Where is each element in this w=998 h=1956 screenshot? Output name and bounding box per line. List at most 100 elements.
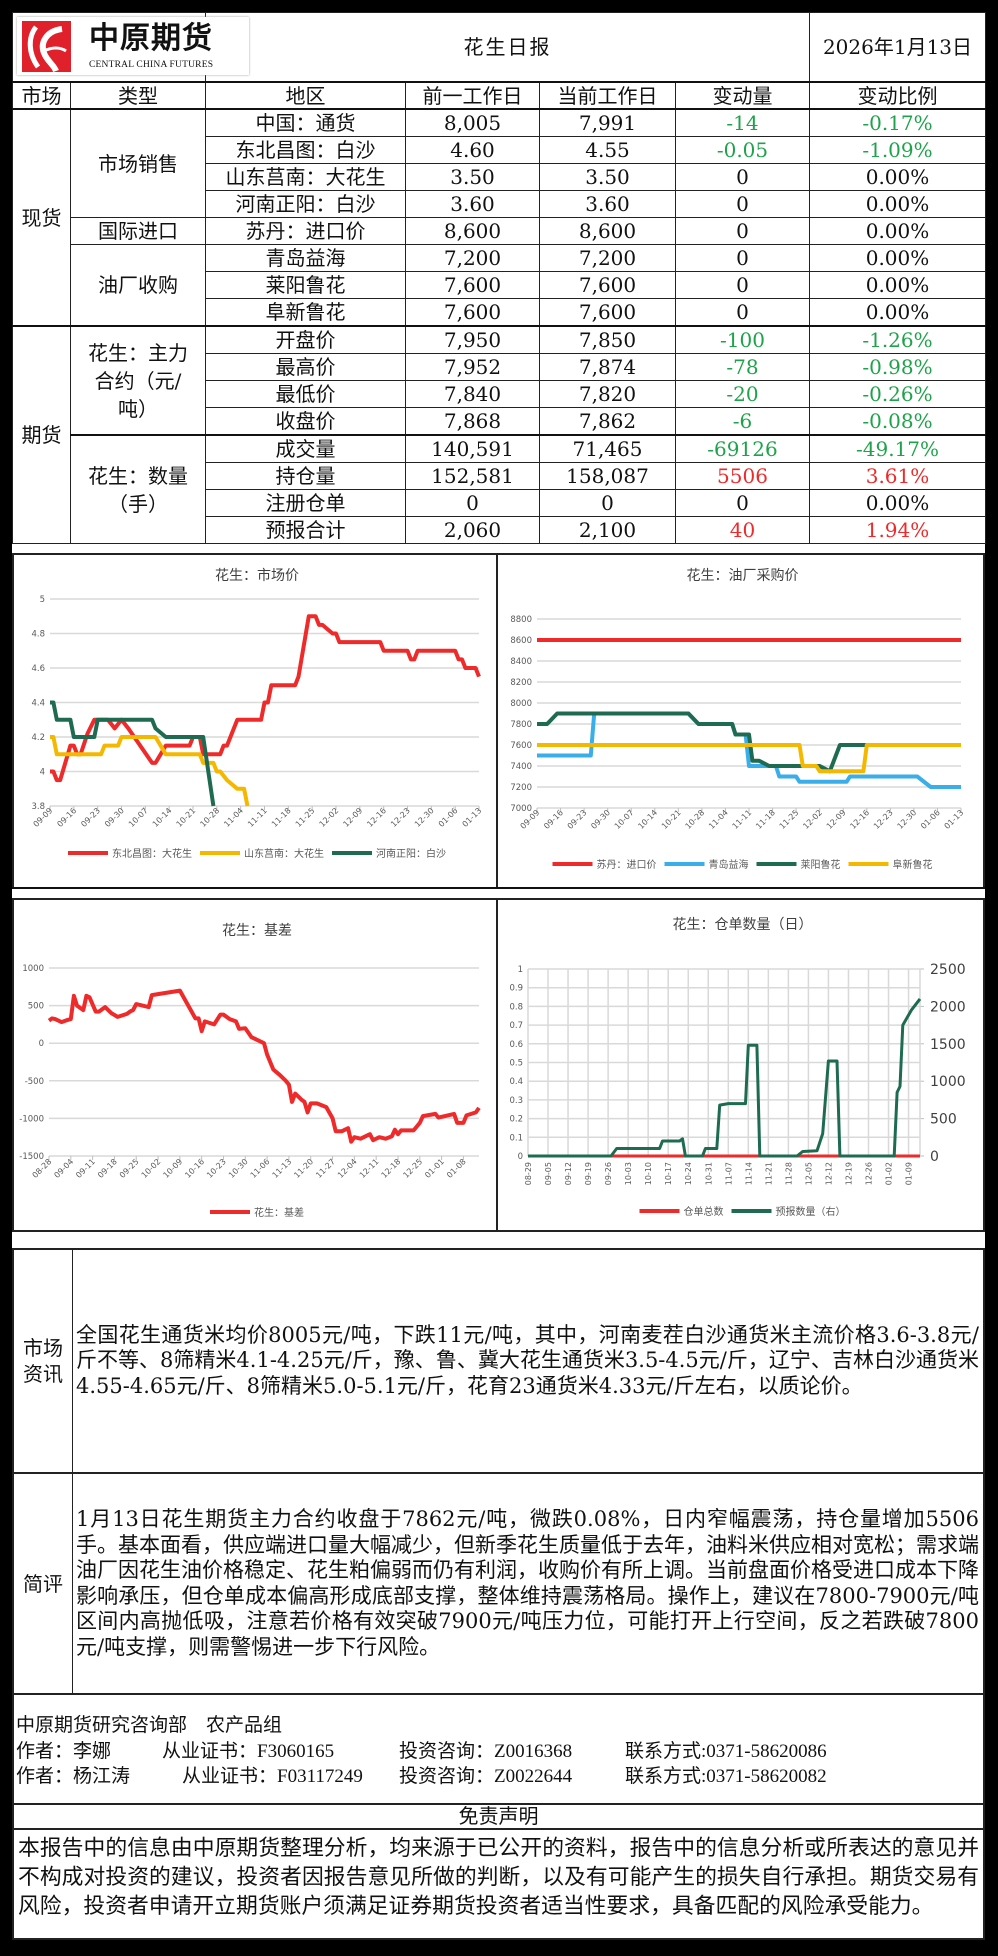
author-advisory: 投资咨询：Z0016368 (399, 1740, 573, 1762)
curr-value: 7,600 (539, 298, 676, 327)
author-contact: 联系方式:0371-58620086 (625, 1740, 827, 1762)
author-row: 作者：杨江涛 从业证书：F03117249 投资咨询：Z0022644 联系方式… (16, 1764, 983, 1790)
region-cell: 成交量 (205, 434, 406, 463)
curr-value: 2,100 (539, 516, 676, 544)
table-row: 河南正阳：白沙 3.60 3.60 0 0.00% (13, 190, 986, 218)
col-curr: 当前工作日 (539, 81, 676, 110)
x-tick-label: 11-04 (707, 808, 730, 831)
legend-label: 仓单总数 (684, 1205, 724, 1218)
y-tick-label: 0.7 (509, 1021, 523, 1031)
table-row: 莱阳鲁花 7,600 7,600 0 0.00% (13, 271, 986, 299)
x-tick-label: 12-16 (365, 806, 388, 829)
change-pct: 0.00% (809, 298, 986, 327)
commentary-text: 1月13日花生期货主力合约收盘于7862元/吨，微跌0.08%，日内窄幅震荡，持… (76, 1507, 979, 1659)
y-tick-label: 0.3 (509, 1096, 523, 1106)
x-tick-label: 11-27 (314, 1157, 337, 1180)
y-tick-label: 0.2 (509, 1115, 523, 1125)
y-tick-label: 3.8 (31, 802, 45, 812)
legend: 东北昌图：大花生 山东莒南：大花生 河南正阳：白沙 (68, 847, 446, 860)
x-tick-label: 12-23 (389, 806, 412, 829)
commentary-section: 简评 1月13日花生期货主力合约收盘于7862元/吨，微跌0.08%，日内窄幅震… (12, 1472, 985, 1695)
chart-title: 花生：油厂采购价 (687, 568, 799, 584)
table-header: 市场 类型 地区 前一工作日 当前工作日 变动量 变动比例 (12, 81, 986, 110)
x-tick-label: 12-26 (864, 1162, 873, 1185)
prev-value: 152,581 (405, 462, 540, 490)
table-row: 山东莒南：大花生 3.50 3.50 0 0.00% (13, 163, 986, 191)
y-tick-label: 8600 (510, 636, 532, 646)
x-tick-label: 09-05 (544, 1162, 553, 1185)
series-line (537, 711, 961, 774)
region-cell: 河南正阳：白沙 (205, 190, 406, 218)
x-tick-label: 11-18 (754, 808, 777, 831)
y-tick-label: 0.4 (509, 1077, 523, 1087)
market-spot: 现货 (12, 108, 71, 327)
logo-text-cn: 中原期货 (89, 21, 213, 56)
curr-value: 7,820 (539, 380, 676, 408)
curr-value: 7,862 (539, 407, 676, 436)
x-tick-label: 12-16 (848, 808, 871, 831)
x-tick-label: 11-13 (271, 1157, 294, 1180)
table-row: 国际进口 苏丹：进口价 8,600 8,600 0 0.00% (13, 217, 986, 245)
x-tick-label: 10-30 (227, 1157, 250, 1180)
chart-oil-mill-price: 花生：油厂采购价 7000 7200 7400 7600 7800 8000 8200 8400… (496, 553, 985, 889)
y-tick-label: 8200 (510, 678, 532, 688)
change-value: -14 (675, 108, 810, 137)
series-line (537, 743, 961, 774)
legend-label: 山东莒南：大花生 (244, 847, 324, 860)
author-name: 作者：李娜 (16, 1740, 112, 1762)
y-tick-label: 1000 (22, 964, 44, 974)
x-tick-label: 09-11 (74, 1157, 97, 1180)
col-pct: 变动比例 (809, 81, 986, 110)
table-row: 阜新鲁花 7,600 7,600 0 0.00% (13, 298, 986, 327)
type-market-sales: 市场销售 (70, 108, 206, 218)
x-tick-label: 12-02 (801, 808, 824, 831)
change-value: -100 (675, 325, 810, 354)
y-tick-label: 0.5 (509, 1059, 523, 1069)
region-cell: 最高价 (205, 353, 406, 381)
change-value: 0 (675, 163, 810, 191)
curr-value: 71,465 (539, 434, 676, 463)
divider (12, 887, 985, 889)
prev-value: 0 (405, 489, 540, 517)
x-tick-label: 10-03 (624, 1162, 633, 1185)
legend-label: 阜新鲁花 (893, 858, 933, 871)
x-tick-label: 11-11 (246, 806, 269, 829)
x-tick-label: 12-11 (358, 1157, 381, 1180)
x-tick-label: 10-31 (704, 1162, 713, 1185)
x-tick-label: 10-14 (636, 808, 659, 831)
change-pct: 0.00% (809, 489, 986, 517)
region-cell: 苏丹：进口价 (205, 217, 406, 245)
prev-value: 8,005 (405, 108, 540, 137)
author-name: 作者：杨江涛 (16, 1766, 131, 1787)
x-tick-label: 12-04 (336, 1157, 359, 1180)
change-pct: 0.00% (809, 244, 986, 272)
legend: 苏丹：进口价 青岛益海 莱阳鲁花 阜新鲁花 (552, 858, 933, 871)
series-line (528, 997, 922, 1158)
y-tick-label: 0.8 (509, 1002, 523, 1012)
x-tick-label: 11-21 (764, 1162, 773, 1185)
legend-label: 河南正阳：白沙 (376, 847, 446, 860)
prev-value: 7,840 (405, 380, 540, 408)
change-value: -20 (675, 380, 810, 408)
y-tick-label: 7200 (510, 783, 532, 793)
table-row: 油厂收购 青岛益海 7,200 7,200 0 0.00% (13, 244, 986, 327)
prev-value: 7,200 (405, 244, 540, 272)
y2-tick-label: 1000 (930, 1074, 966, 1090)
legend: 花生：基差 (210, 1206, 304, 1219)
change-pct: 3.61% (809, 462, 986, 490)
x-tick-label: 10-02 (140, 1157, 163, 1180)
x-tick-label: 11-07 (724, 1162, 733, 1185)
department: 中原期货研究咨询部 农产品组 (16, 1715, 283, 1736)
col-market: 市场 (12, 81, 71, 110)
y2-tick-label: 1500 (930, 1037, 966, 1053)
change-value: -78 (675, 353, 810, 381)
y-tick-label: -1500 (19, 1152, 44, 1162)
x-tick-label: 09-30 (103, 806, 126, 829)
change-value: 0 (675, 217, 810, 245)
x-tick-label: 10-23 (205, 1157, 228, 1180)
x-tick-label: 10-16 (183, 1157, 206, 1180)
legend-label: 东北昌图：大花生 (112, 847, 192, 860)
x-tick-label: 12-09 (341, 806, 364, 829)
prev-value: 7,952 (405, 353, 540, 381)
